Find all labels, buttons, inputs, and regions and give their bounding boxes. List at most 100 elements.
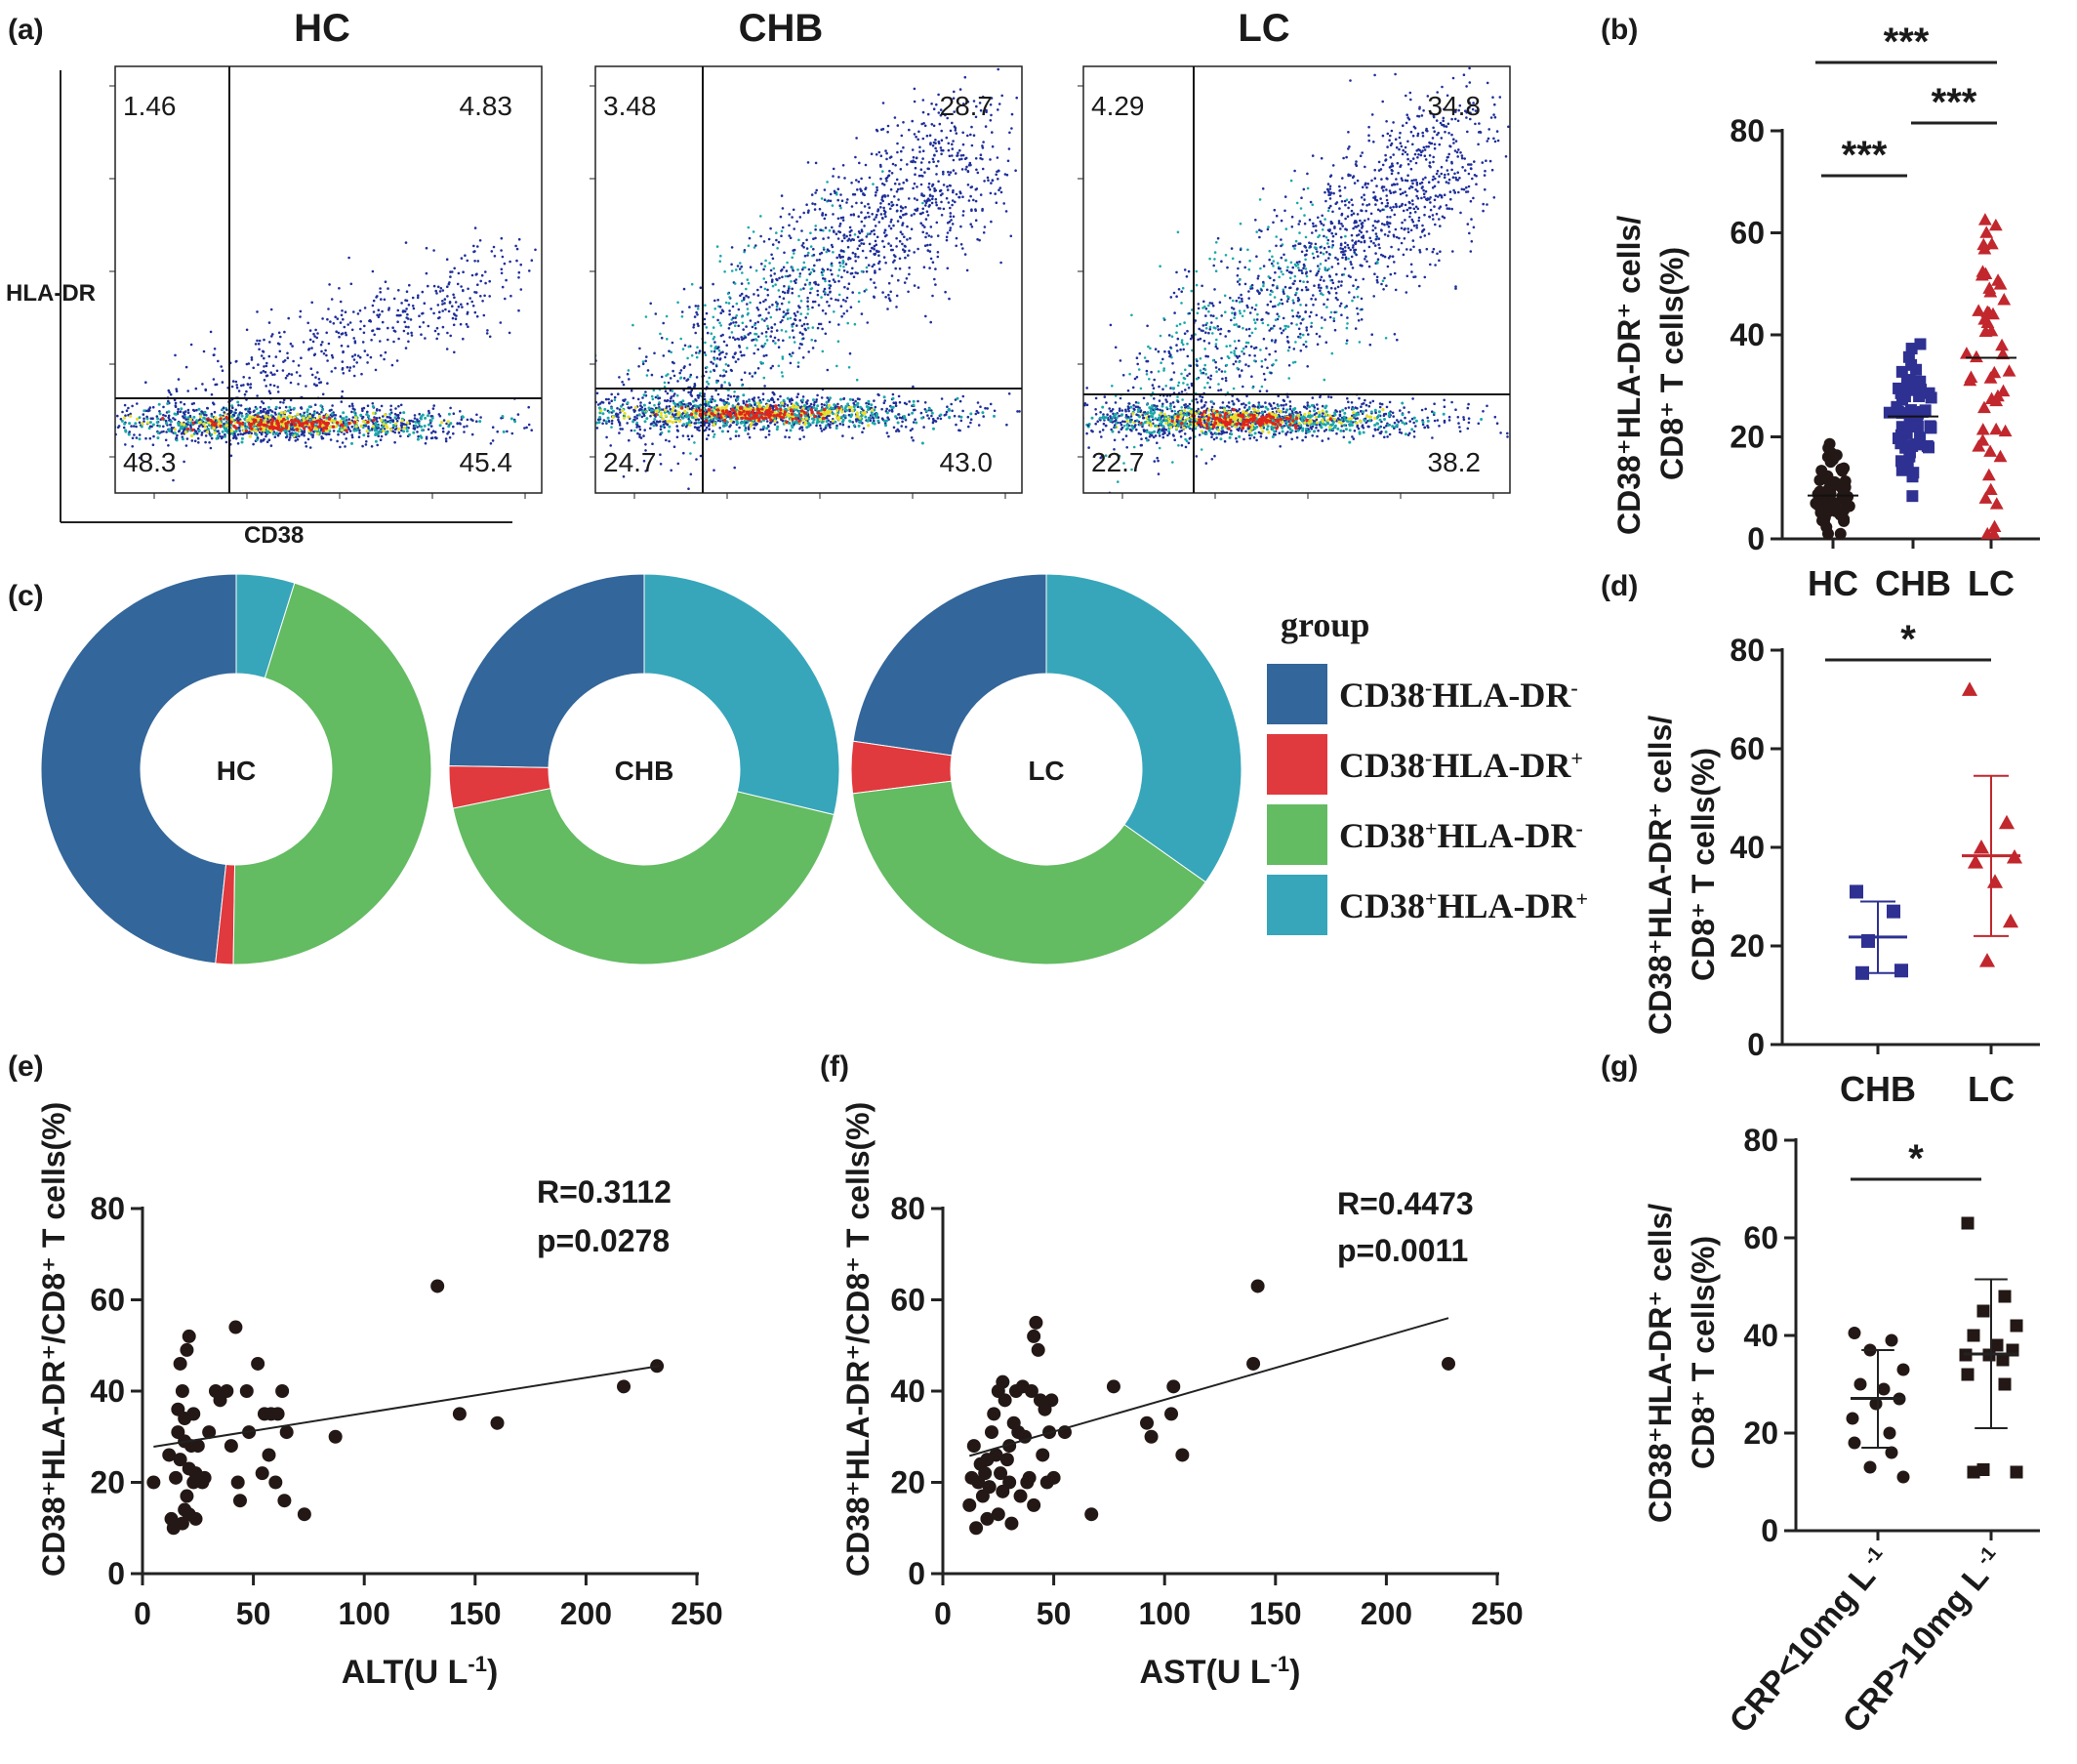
flow-event: [677, 411, 681, 415]
flow-event: [833, 403, 836, 407]
flow-event: [348, 321, 352, 324]
flow-event: [283, 410, 287, 414]
flow-event: [204, 434, 208, 437]
flow-event: [375, 423, 379, 427]
flow-event: [190, 439, 194, 442]
flow-event: [102, 429, 104, 431]
flow-event: [233, 432, 236, 435]
flow-event: [741, 321, 745, 325]
flow-event: [993, 414, 996, 418]
flow-event: [913, 212, 916, 216]
flow-event: [969, 163, 972, 167]
flow-event: [908, 249, 911, 253]
flow-event: [402, 426, 406, 430]
flow-event: [730, 369, 733, 373]
flow-event: [324, 349, 327, 352]
flow-event: [970, 226, 974, 228]
flow-event: [885, 151, 888, 155]
flow-event: [745, 287, 748, 291]
flow-event: [325, 331, 329, 335]
flow-event: [748, 435, 752, 439]
flow-event: [751, 375, 754, 378]
flow-event: [456, 282, 460, 286]
flow-event: [574, 417, 577, 420]
flow-event: [49, 417, 52, 420]
flow-event: [405, 430, 409, 433]
flow-event: [813, 208, 817, 211]
flow-event: [444, 308, 447, 311]
flow-event: [190, 428, 195, 432]
flow-event: [76, 415, 79, 418]
flow-event: [850, 205, 854, 208]
flow-event: [384, 350, 387, 354]
flow-event: [127, 413, 130, 417]
flow-event: [733, 338, 737, 342]
flow-event: [488, 295, 492, 298]
flow-event: [548, 413, 550, 416]
panel-label-b: (b): [1601, 14, 1638, 46]
flow-event: [405, 290, 409, 294]
flow-event: [575, 404, 578, 407]
flow-event: [668, 439, 671, 443]
flow-event: [101, 402, 103, 405]
flow-event: [650, 394, 654, 398]
flow-event: [607, 397, 610, 401]
flow-event: [570, 406, 573, 409]
flow-event: [780, 401, 785, 405]
flow-event: [1034, 412, 1037, 415]
flow-event: [151, 423, 155, 427]
flow-event: [375, 296, 378, 299]
flow-event: [91, 410, 94, 413]
flow-event: [678, 371, 681, 375]
flow-event: [561, 423, 564, 426]
flow-event: [850, 228, 853, 232]
flow-event: [707, 433, 711, 437]
flow-event: [602, 419, 606, 422]
flow-event: [951, 203, 954, 207]
flow-event: [957, 429, 960, 432]
flow-event: [77, 424, 80, 427]
flow-event: [302, 341, 305, 344]
flow-event: [151, 405, 155, 409]
flow-event: [57, 423, 60, 426]
flow-event: [309, 428, 313, 432]
flow-event: [619, 428, 622, 431]
flow-event: [685, 379, 688, 383]
flow-event: [174, 404, 178, 407]
flow-event: [331, 404, 334, 407]
flow-event: [947, 142, 951, 145]
flow-event: [769, 418, 773, 422]
flow-event: [693, 315, 697, 318]
flow-event: [773, 416, 777, 420]
flow-event: [257, 343, 261, 346]
flow-event: [525, 426, 528, 430]
flow-event: [793, 341, 796, 344]
flow-event: [824, 293, 827, 296]
flow-event: [816, 419, 820, 423]
flow-event: [362, 331, 366, 335]
flow-event: [913, 197, 916, 200]
flow-event: [381, 309, 384, 313]
flow-event: [886, 130, 889, 134]
flow-event: [805, 203, 808, 206]
flow-event: [983, 226, 987, 228]
flow-event: [400, 302, 403, 305]
flow-event: [239, 404, 243, 407]
flow-event: [175, 436, 179, 440]
flow-event: [391, 326, 394, 330]
flow-event: [858, 416, 862, 420]
flow-event: [359, 327, 362, 331]
flow-event: [200, 431, 204, 434]
flow-event: [945, 410, 949, 414]
flow-event: [875, 153, 878, 156]
flow-event: [871, 421, 875, 425]
flow-event: [429, 425, 433, 428]
flow-event: [698, 404, 702, 408]
flow-event: [475, 314, 479, 318]
flow-event: [895, 294, 899, 298]
flow-event: [350, 435, 354, 439]
flow-event: [375, 429, 379, 432]
flow-event: [658, 420, 662, 424]
flow-event: [449, 422, 453, 426]
flow-event: [278, 349, 282, 353]
